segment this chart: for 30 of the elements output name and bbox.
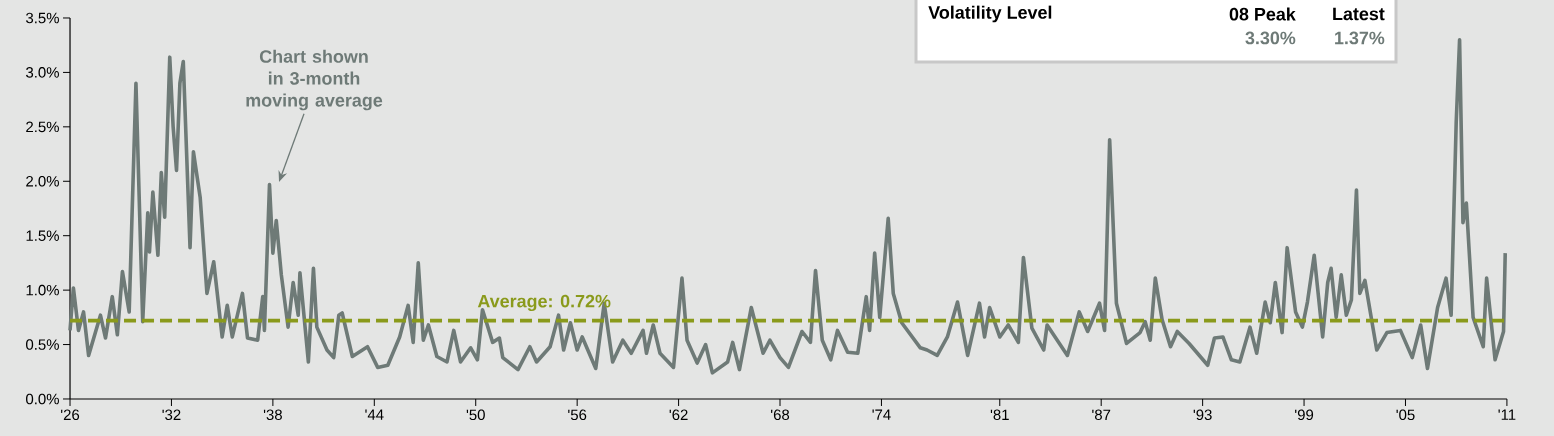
x-tick-label: '50 <box>466 409 485 421</box>
x-tick-label: '87 <box>1092 409 1111 421</box>
annotation: Volatility Level <box>928 5 1052 23</box>
y-tick-label: 0.5% <box>26 339 59 350</box>
y-tick-label: 1.5% <box>26 230 59 241</box>
x-tick-label: '26 <box>61 409 80 421</box>
x-tick-label: '11 <box>1498 409 1516 420</box>
x-tick-label: '74 <box>872 409 891 420</box>
x-tick-label: '38 <box>263 409 282 421</box>
annotation: 1.37% <box>1335 31 1385 45</box>
x-tick-label: '44 <box>365 409 384 420</box>
x-tick-label: '68 <box>771 409 790 421</box>
ref-line-label: Average: 0.72% <box>477 294 611 312</box>
x-tick-label: '81 <box>990 409 1009 421</box>
annotation: 08 Peak <box>1229 7 1296 21</box>
x-tick-label: '56 <box>568 409 587 421</box>
y-tick-label: 0.0% <box>26 393 59 405</box>
annotation: 3.30% <box>1245 31 1296 45</box>
annotation: Chart shown in 3-month moving average <box>246 49 383 111</box>
y-tick-label: 3.5% <box>26 12 59 24</box>
x-tick-label: '99 <box>1295 409 1314 421</box>
y-tick-label: 3.0% <box>26 67 59 78</box>
y-tick-label: 1.0% <box>26 284 59 296</box>
x-tick-label: '32 <box>162 409 181 421</box>
y-tick-label: 2.0% <box>26 175 59 187</box>
y-tick-label: 2.5% <box>26 121 59 133</box>
annotation: Latest <box>1333 7 1385 21</box>
x-tick-label: '93 <box>1193 409 1212 421</box>
x-tick-label: '62 <box>669 409 688 421</box>
x-tick-label: '05 <box>1396 409 1415 421</box>
